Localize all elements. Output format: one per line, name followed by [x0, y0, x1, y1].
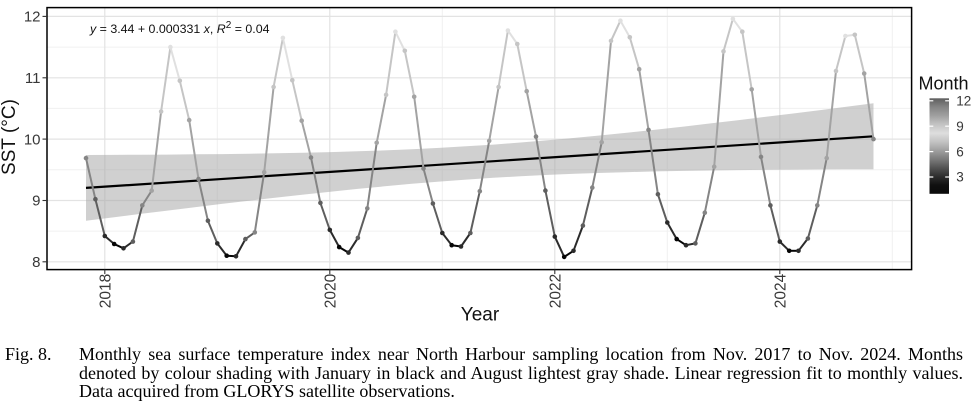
svg-text:2024: 2024 — [772, 273, 789, 308]
svg-text:11: 11 — [25, 70, 41, 87]
svg-text:9: 9 — [32, 193, 40, 210]
svg-text:9: 9 — [956, 119, 964, 134]
svg-text:12: 12 — [956, 94, 971, 109]
svg-text:8: 8 — [32, 254, 40, 271]
svg-text:12: 12 — [24, 9, 41, 26]
svg-text:10: 10 — [24, 131, 41, 148]
svg-text:2020: 2020 — [322, 273, 339, 308]
svg-text:6: 6 — [956, 144, 964, 159]
svg-text:2018: 2018 — [97, 274, 114, 308]
svg-text:SST (°C): SST (°C) — [0, 99, 20, 175]
svg-text:Year: Year — [461, 305, 500, 326]
svg-text:2022: 2022 — [547, 274, 564, 308]
svg-text:3: 3 — [956, 170, 964, 185]
svg-text:Month: Month — [919, 74, 969, 94]
svg-text:y = 3.44 + 0.000331 x, R2 = 0.: y = 3.44 + 0.000331 x, R2 = 0.04 — [89, 20, 270, 36]
